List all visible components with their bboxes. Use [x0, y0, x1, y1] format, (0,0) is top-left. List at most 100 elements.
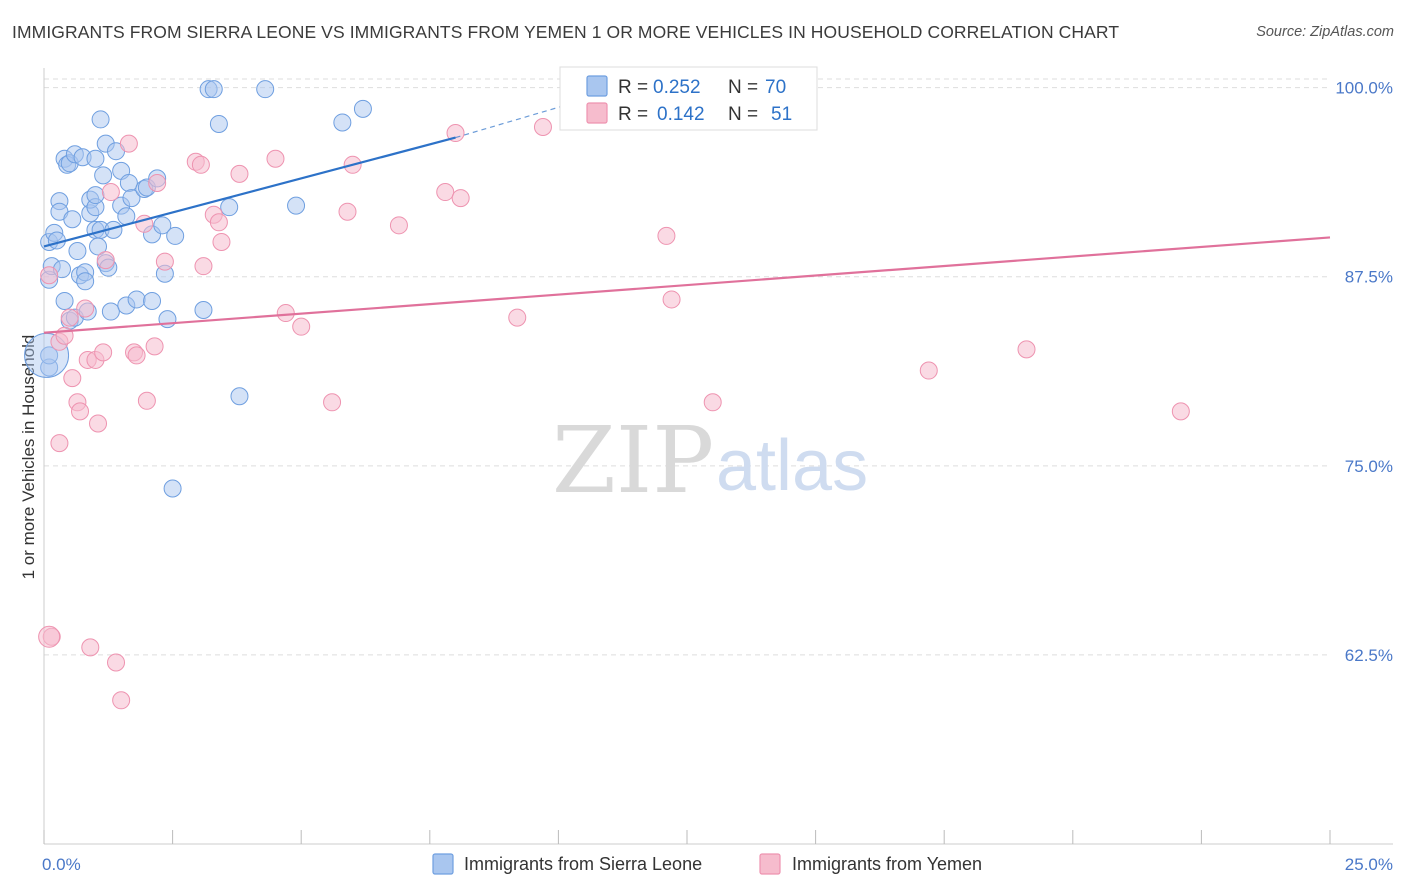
- yemen-point-40: [389, 216, 408, 235]
- sierra-leone-point-45: [127, 290, 146, 309]
- sierra-leone-point-65: [353, 99, 372, 118]
- sierra-leone-point-36: [101, 302, 120, 321]
- chart-title: IMMIGRANTS FROM SIERRA LEONE VS IMMIGRAN…: [12, 22, 1120, 42]
- x-tick-label-1: 25.0%: [1345, 855, 1393, 874]
- bottom-legend-swatch-pink: [759, 853, 781, 875]
- legend-r-label-blue: R =: [618, 77, 648, 98]
- legend-n-value-pink: 51: [771, 104, 792, 125]
- yemen-point-26: [155, 252, 174, 271]
- bottom-legend-label-yemen: Immigrants from Yemen: [792, 854, 982, 874]
- watermark-zip: ZIP: [552, 407, 714, 514]
- yemen-point-41: [436, 183, 455, 202]
- sierra-leone-point-43: [119, 173, 138, 192]
- sierra-leone-point-32: [94, 166, 113, 185]
- y-tick-label-0: 62.5%: [1345, 646, 1393, 665]
- sierra-leone-point-62: [256, 80, 275, 99]
- sierra-leone-point-9: [55, 291, 74, 310]
- yemen-point-18: [112, 691, 131, 710]
- legend-n-label-blue: N =: [728, 77, 758, 98]
- sierra-leone-point-58: [204, 80, 223, 99]
- sierra-leone-point-61: [230, 387, 249, 406]
- yemen-point-28: [191, 155, 210, 174]
- yemen-point-46: [657, 226, 676, 245]
- sierra-leone-point-51: [153, 216, 172, 235]
- legend-n-label-pink: N =: [728, 104, 758, 125]
- trend-line-sierra-leone: [43, 136, 456, 248]
- sierra-leone-point-64: [333, 113, 352, 132]
- legend-r-value-blue: 0.252: [653, 77, 701, 98]
- sierra-leone-point-55: [166, 226, 185, 245]
- yemen-point-47: [662, 290, 681, 309]
- series-sierra-leone-points: [24, 80, 372, 498]
- yemen-point-21: [127, 346, 146, 365]
- yemen-point-43: [451, 189, 470, 208]
- stats-legend: R = 0.252 N = 70 R = 0.142 N = 51: [559, 66, 818, 131]
- yemen-point-33: [230, 164, 249, 183]
- yemen-point-13: [89, 414, 108, 433]
- yemen-point-29: [194, 257, 213, 276]
- axes: [43, 68, 1393, 845]
- yemen-point-11: [81, 638, 100, 657]
- sierra-leone-point-44: [122, 189, 141, 208]
- yemen-point-17: [107, 653, 126, 672]
- yemen-point-24: [145, 337, 164, 356]
- yemen-point-51: [1171, 402, 1190, 421]
- watermark-atlas: atlas: [716, 426, 868, 506]
- legend-r-value-pink: 0.142: [657, 104, 705, 125]
- yemen-point-14: [94, 343, 113, 362]
- sierra-leone-point-21: [76, 272, 95, 291]
- sierra-leone-point-60: [220, 198, 239, 217]
- yemen-point-8: [71, 402, 90, 421]
- sierra-leone-point-48: [143, 291, 162, 310]
- x-tick-label-0: 0.0%: [42, 855, 81, 874]
- yemen-point-6: [63, 369, 82, 388]
- yemen-point-49: [919, 361, 938, 380]
- series-legend: Immigrants from Sierra Leone Immigrants …: [432, 853, 982, 875]
- legend-r-label-pink: R =: [618, 104, 648, 125]
- legend-n-value-blue: 70: [765, 77, 786, 98]
- sierra-leone-point-56: [194, 301, 213, 320]
- legend-swatch-pink: [586, 102, 608, 124]
- yemen-point-38: [338, 202, 357, 221]
- yemen-point-3: [50, 434, 69, 453]
- yemen-point-37: [323, 393, 342, 412]
- yemen-point-large: [38, 625, 61, 648]
- yemen-point-9: [76, 299, 95, 318]
- sierra-leone-point-26: [86, 186, 105, 205]
- watermark: ZIP atlas: [552, 407, 868, 514]
- trend-lines: [43, 99, 1331, 334]
- series-yemen-points: [38, 117, 1190, 710]
- yemen-point-35: [276, 304, 295, 323]
- y-tick-label-3: 100.0%: [1335, 79, 1393, 98]
- sierra-leone-point-28: [86, 149, 105, 168]
- y-tick-label-1: 75.0%: [1345, 457, 1393, 476]
- sierra-leone-point-63: [287, 196, 306, 215]
- y-tick-labels: 62.5% 75.0% 87.5% 100.0%: [1335, 79, 1393, 665]
- legend-swatch-blue: [586, 75, 608, 97]
- bottom-legend-label-sierra-leone: Immigrants from Sierra Leone: [464, 854, 702, 874]
- yemen-point-34: [266, 149, 285, 168]
- sierra-leone-point-14: [63, 210, 82, 229]
- yemen-point-23: [137, 391, 156, 410]
- sierra-leone-point-30: [91, 110, 110, 129]
- yemen-point-44: [508, 308, 527, 327]
- yemen-point-42: [446, 124, 465, 143]
- yemen-point-25: [148, 173, 167, 192]
- yemen-point-0: [40, 266, 59, 285]
- yemen-point-16: [101, 183, 120, 202]
- y-axis-label: 1 or more Vehicles in Household: [19, 335, 38, 580]
- x-tick-labels: 0.0% 25.0%: [42, 855, 1393, 874]
- yemen-point-50: [1017, 340, 1036, 359]
- sierra-leone-point-59: [209, 114, 228, 133]
- sierra-leone-point-66: [40, 346, 59, 365]
- sierra-leone-point-54: [163, 479, 182, 498]
- bottom-legend-swatch-blue: [432, 853, 454, 875]
- sierra-leone-point-17: [68, 242, 87, 261]
- source-label: Source: ZipAtlas.com: [1256, 24, 1394, 40]
- yemen-point-19: [119, 134, 138, 153]
- yemen-point-31: [209, 213, 228, 232]
- yemen-point-48: [703, 393, 722, 412]
- yemen-point-36: [292, 317, 311, 336]
- yemen-point-5: [60, 308, 79, 327]
